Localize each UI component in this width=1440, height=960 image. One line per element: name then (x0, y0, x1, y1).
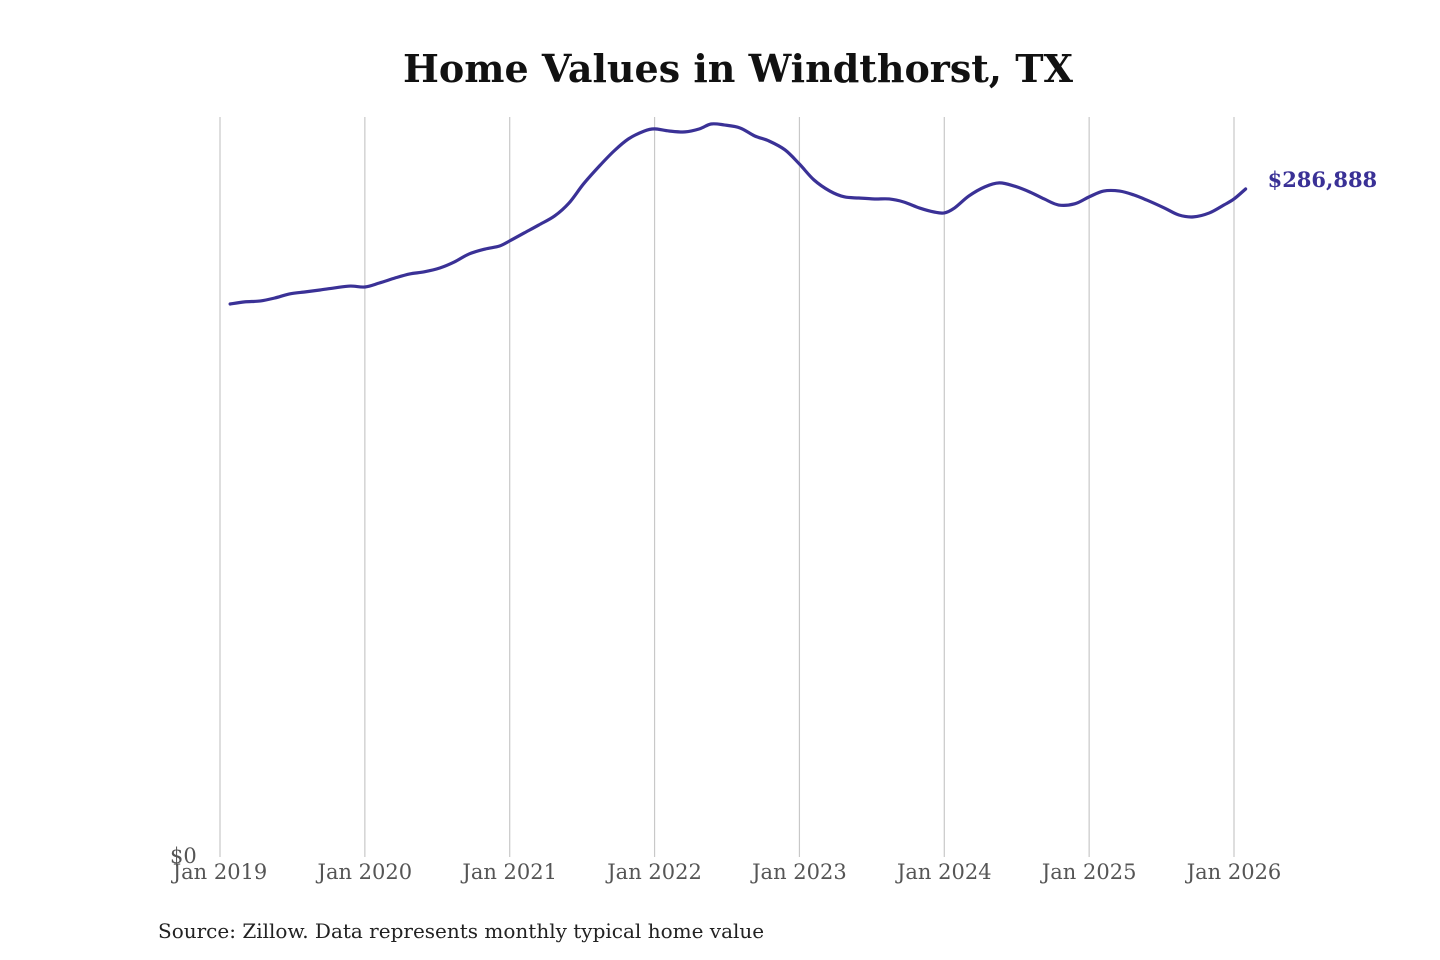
x-tick-label: Jan 2021 (460, 860, 557, 884)
x-axis-ticks: Jan 2019 Jan 2020 Jan 2021 Jan 2022 Jan 2023… (171, 860, 1282, 884)
x-tick-label: Jan 2020 (316, 860, 413, 884)
x-tick-label: Jan 2019 (171, 860, 268, 884)
source-note: Source: Zillow. Data represents monthly … (158, 919, 764, 943)
x-tick-label: Jan 2025 (1040, 860, 1137, 884)
x-tick-label: Jan 2023 (750, 860, 847, 884)
x-tick-label: Jan 2022 (605, 860, 702, 884)
chart-title: Home Values in Windthorst, TX (403, 46, 1074, 91)
series-line (228, 122, 1248, 306)
y-tick-label: $0 (170, 844, 197, 868)
y-axis-ticks: $0 (170, 844, 197, 868)
gridlines (219, 117, 1235, 857)
x-tick-label: Jan 2026 (1185, 860, 1282, 884)
x-tick-label: Jan 2024 (895, 860, 992, 884)
end-value-label: $286,888 (1268, 167, 1378, 192)
